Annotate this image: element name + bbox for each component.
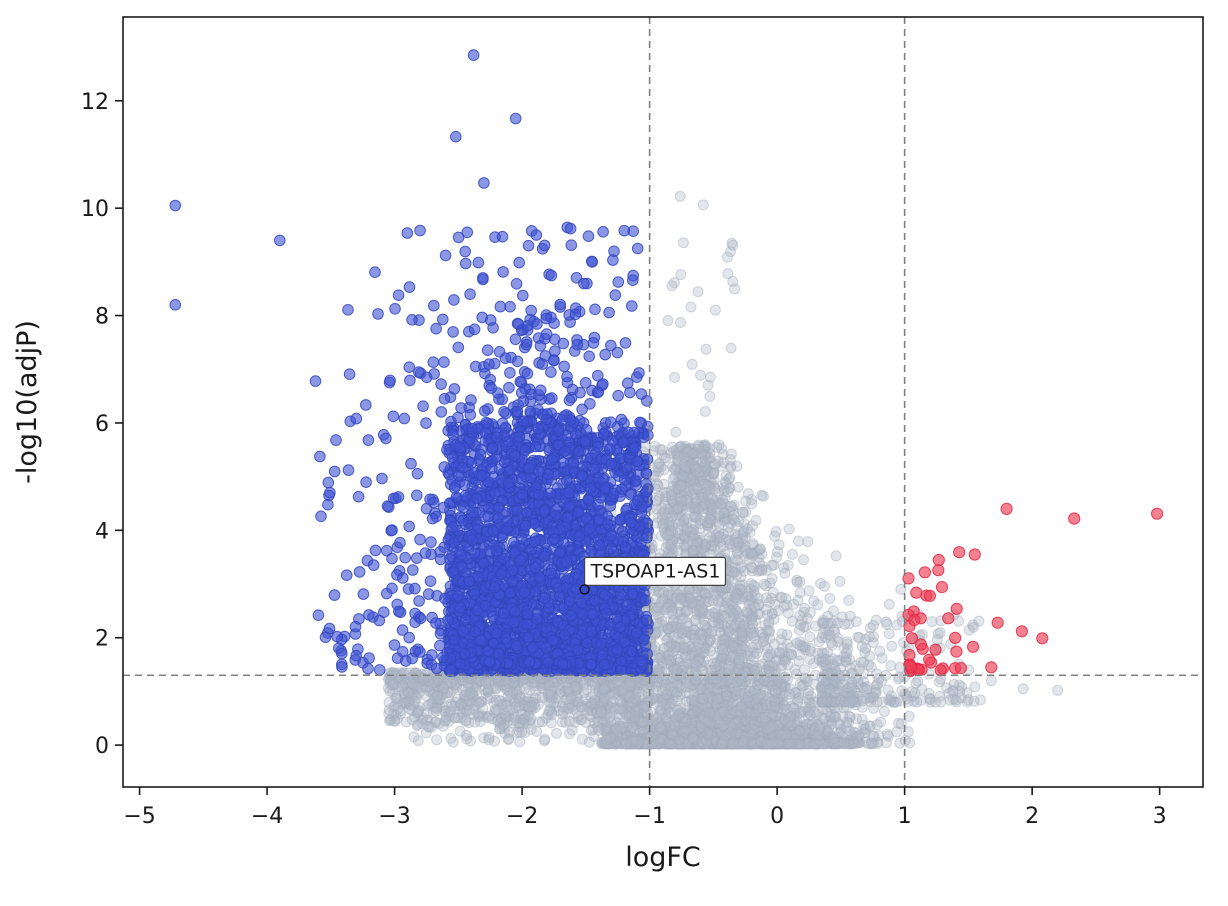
annotation-box: [583, 556, 727, 586]
x-tick-label: 2: [1025, 804, 1039, 829]
x-tick-label: −3: [378, 804, 410, 829]
x-tick-label: 0: [770, 804, 784, 829]
threshold-lines: [123, 17, 1203, 787]
series-up-regulated: [902, 502, 1164, 678]
y-tick-label: 2: [95, 627, 109, 652]
annotation-marker: [579, 584, 590, 595]
plot-border: [122, 16, 1204, 788]
x-tick-label: 3: [1153, 804, 1167, 829]
x-axis-label: logFC: [625, 842, 701, 873]
y-tick-label: 0: [95, 734, 109, 759]
scatter-points: [169, 49, 1164, 750]
series-down-regulated: [169, 49, 655, 677]
y-tick-label: 8: [95, 305, 109, 330]
y-tick-label: 10: [81, 197, 109, 222]
y-tick-label: 6: [95, 412, 109, 437]
y-axis-label: -log10(adjP): [12, 320, 43, 484]
y-tick-label: 4: [95, 519, 109, 544]
x-tick-label: −5: [123, 804, 155, 829]
x-tick-label: −1: [633, 804, 665, 829]
x-tick-label: 1: [898, 804, 912, 829]
annotation-label: TSPOAP1-AS1: [590, 560, 721, 582]
x-tick-label: −2: [506, 804, 538, 829]
series-not-significant: [382, 190, 1064, 750]
x-tick-label: −4: [251, 804, 283, 829]
y-tick-label: 12: [81, 90, 109, 115]
annotation: TSPOAP1-AS1: [579, 556, 727, 595]
